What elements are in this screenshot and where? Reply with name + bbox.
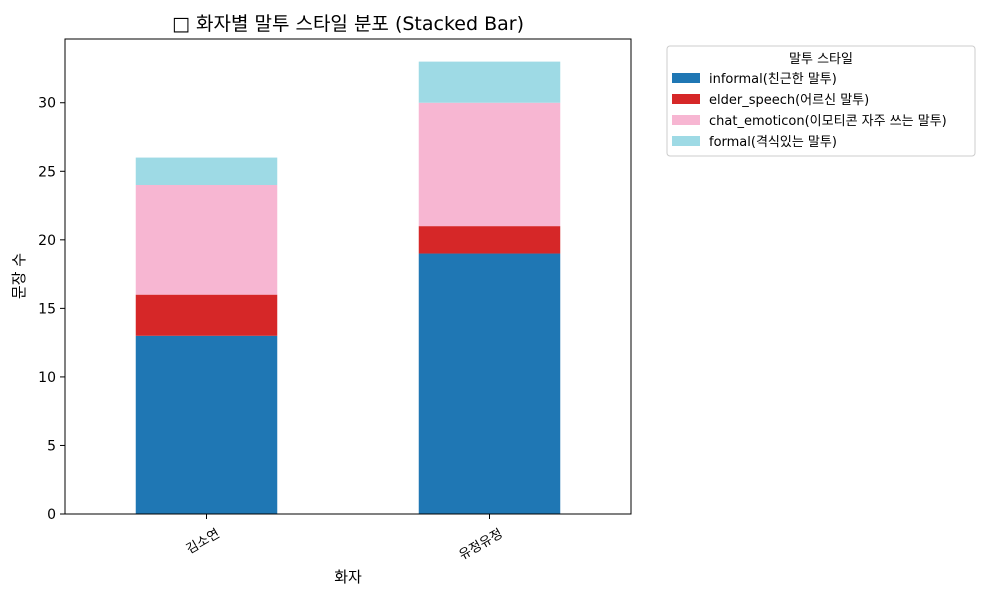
legend-box — [666, 45, 976, 157]
bar-김소연-series-0 — [135, 335, 278, 514]
bar-김소연-series-2 — [135, 184, 278, 295]
plot-frame — [64, 38, 632, 515]
y-tick-label: 10 — [38, 370, 56, 386]
y-tick-label: 25 — [38, 164, 56, 180]
y-tick-label: 5 — [47, 438, 56, 454]
legend-title: 말투 스타일 — [789, 52, 853, 67]
y-tick-label: 20 — [38, 233, 56, 249]
bar-김소연-series-1 — [135, 294, 278, 336]
bar-유정유정-series-2 — [418, 102, 561, 227]
y-tick-label: 15 — [38, 301, 56, 317]
legend-swatch-2 — [672, 115, 700, 125]
y-axis-label: 문장 수 — [10, 253, 28, 299]
legend-label-2: chat_emoticon(이모티콘 자주 쓰는 말투) — [709, 114, 947, 129]
legend-label-3: formal(격식있는 말투) — [709, 135, 837, 150]
legend-label-1: elder_speech(어르신 말투) — [709, 93, 869, 108]
legend-swatch-3 — [672, 136, 700, 146]
x-tick-label: 김소연 — [184, 526, 223, 557]
legend-swatch-1 — [672, 94, 700, 104]
bar-유정유정-series-0 — [418, 253, 561, 514]
bar-김소연-series-3 — [135, 157, 278, 185]
bar-유정유정-series-3 — [418, 61, 561, 103]
legend-swatch-0 — [672, 73, 700, 83]
chart-title: □ 화자별 말투 스타일 분포 (Stacked Bar) — [172, 13, 524, 35]
legend: 말투 스타일 informal(친근한 말투) elder_speech(어르신 말… — [666, 45, 976, 157]
y-tick-label: 30 — [38, 96, 56, 112]
x-axis-label: 화자 — [334, 568, 362, 586]
legend-label-0: informal(친근한 말투) — [709, 72, 837, 87]
y-tick-label: 0 — [47, 507, 56, 523]
x-tick-label: 유정유정 — [457, 526, 506, 563]
bar-유정유정-series-1 — [418, 226, 561, 254]
plot-area: 0 5 10 15 20 25 30 김소연 유정유정 — [38, 38, 632, 563]
